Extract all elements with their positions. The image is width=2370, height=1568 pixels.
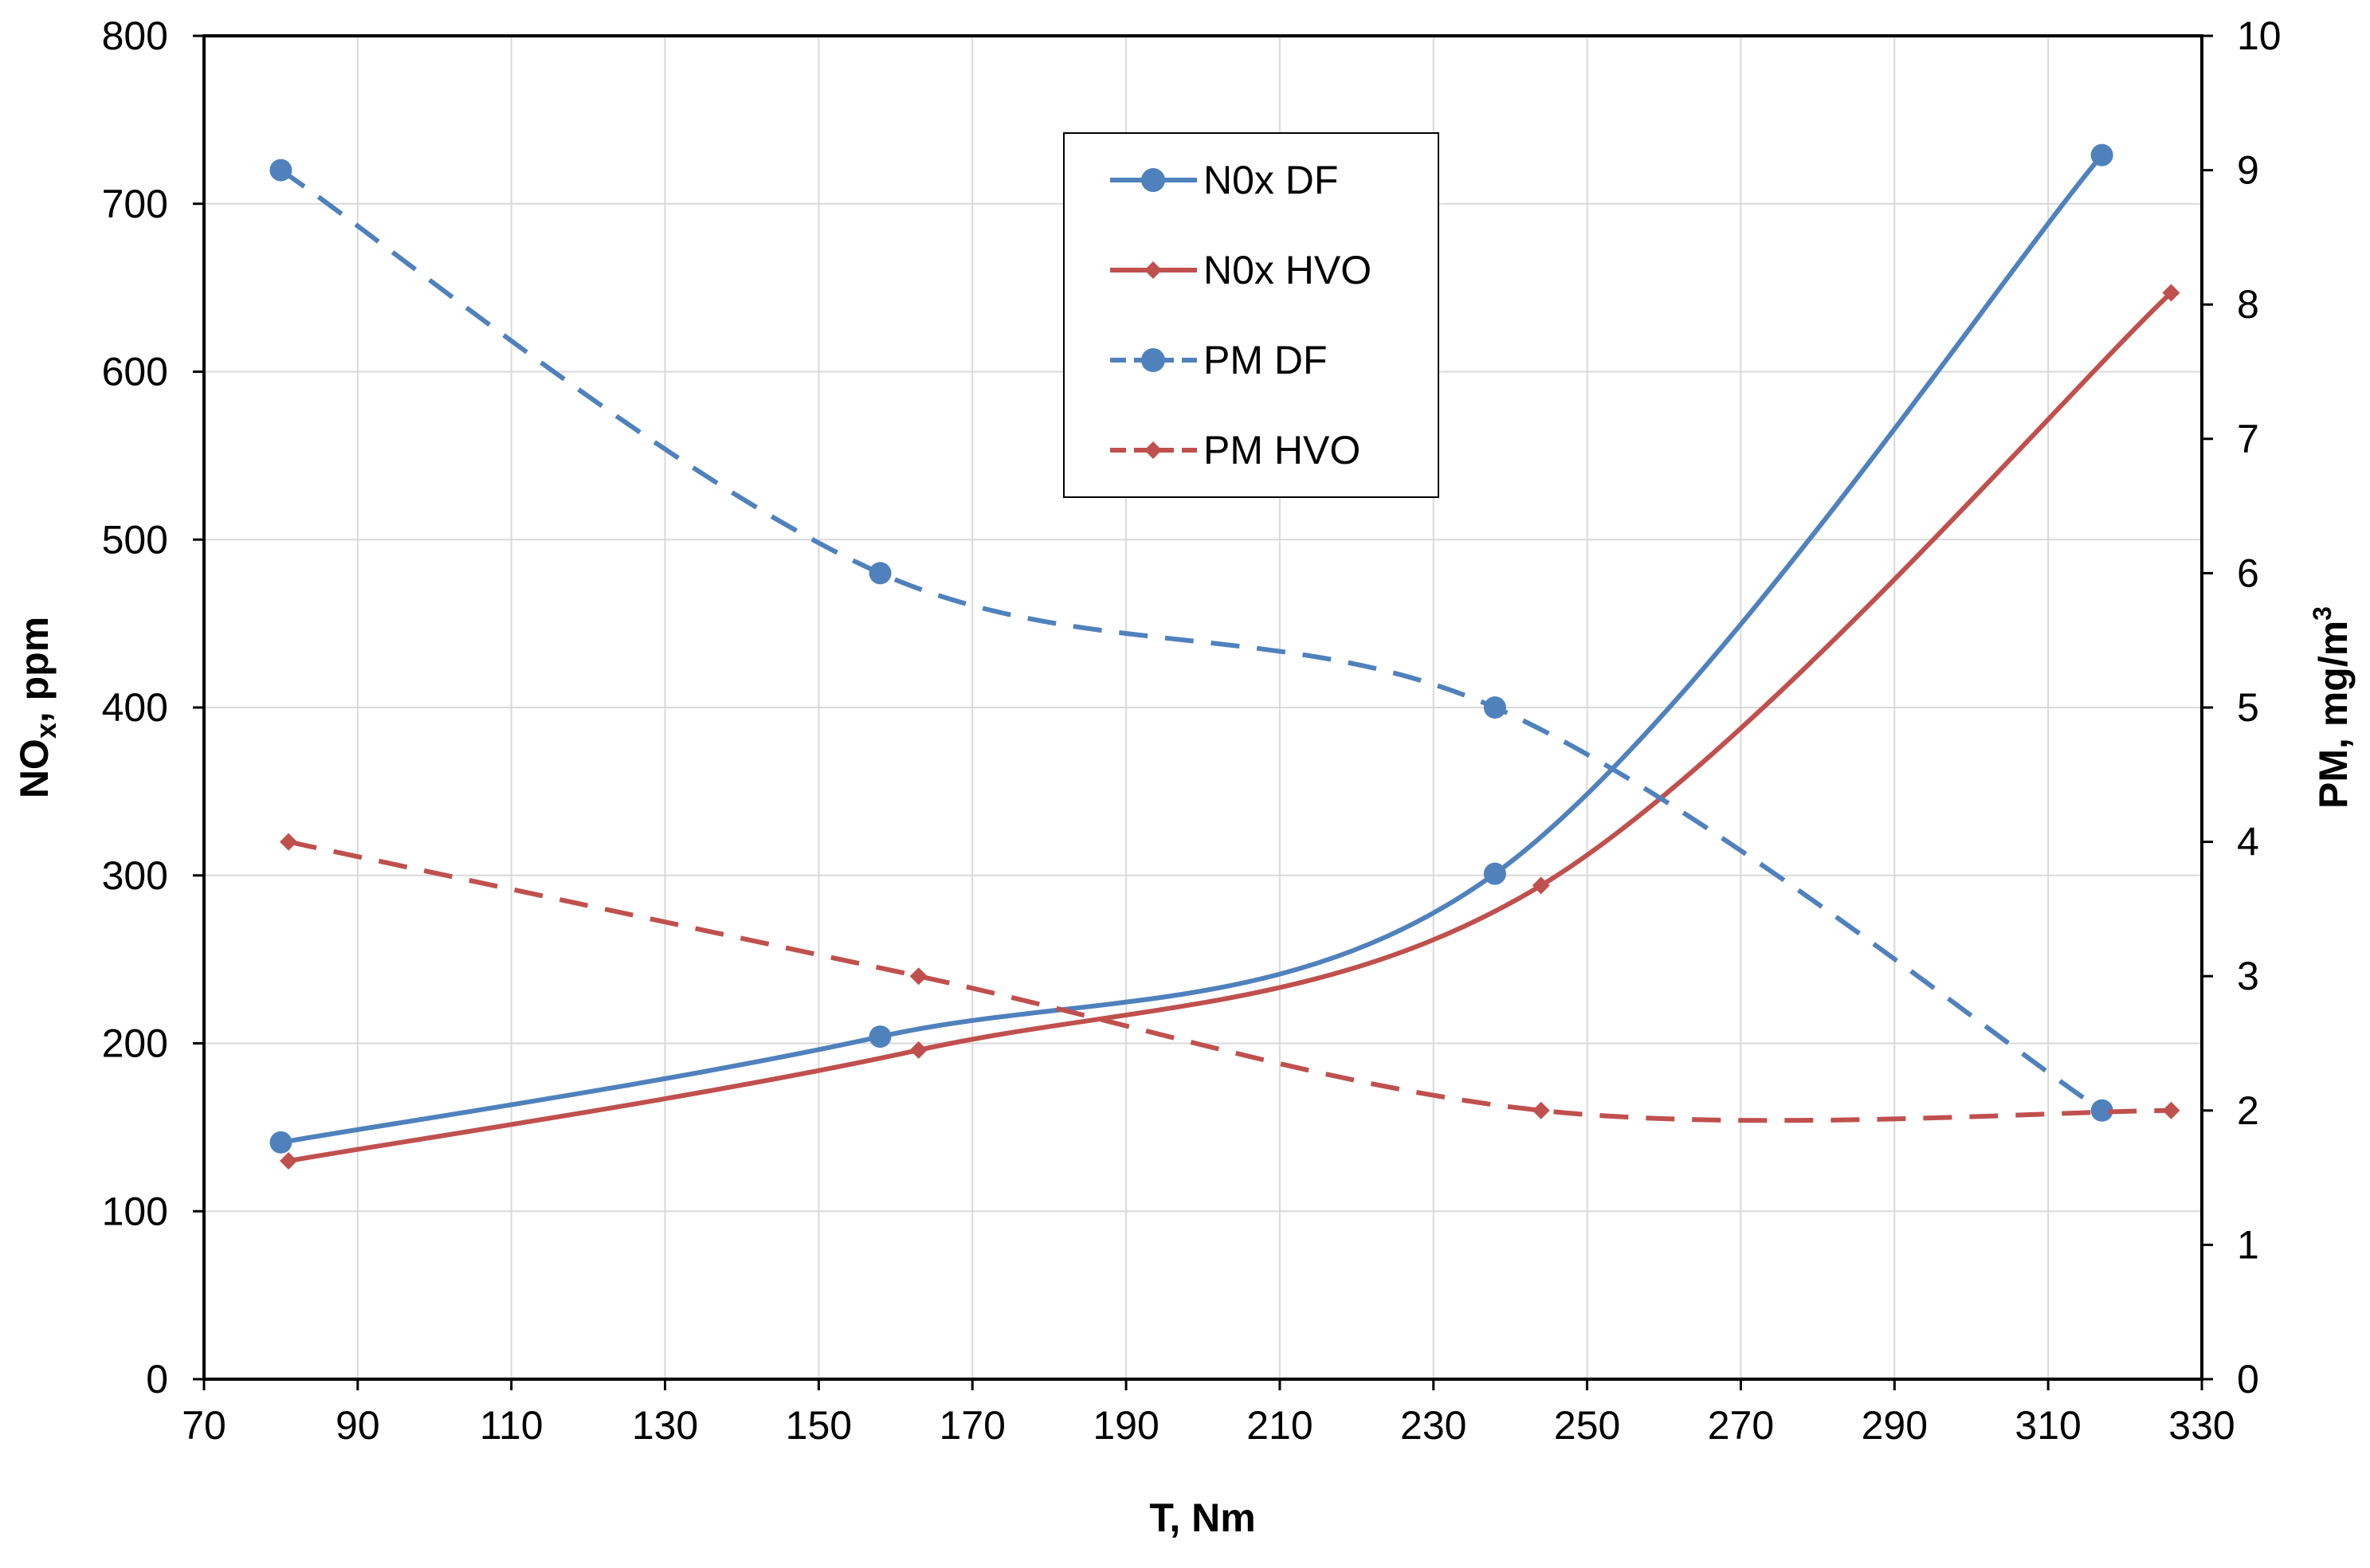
data-point-pm-hvo xyxy=(280,833,298,851)
legend-label: PM DF xyxy=(1203,338,1328,382)
y-left-tick-label: 200 xyxy=(102,1021,168,1066)
y-right-tick-label: 3 xyxy=(2237,954,2259,998)
data-point-n0x-df xyxy=(2090,143,2113,167)
legend-item-n0x-df: N0x DF xyxy=(1110,158,1338,202)
x-tick-label: 190 xyxy=(1093,1403,1159,1448)
y-left-tick-label: 400 xyxy=(102,685,168,730)
y-right-tick-label: 1 xyxy=(2237,1222,2259,1267)
y-right-tick-label: 4 xyxy=(2237,820,2259,864)
series-line-n0x-df xyxy=(280,153,2104,1145)
x-tick-label: 270 xyxy=(1708,1403,1774,1448)
series-pm-df xyxy=(269,159,2113,1122)
y-right-tick-label: 6 xyxy=(2237,551,2259,595)
legend-label: PM HVO xyxy=(1203,428,1360,472)
series-line-pm-hvo xyxy=(288,839,2172,1123)
data-point-n0x-hvo xyxy=(280,1152,298,1170)
x-tick-label: 170 xyxy=(940,1403,1006,1448)
axes: 70 90 110 130 150 170 190 210 230 250 270 290 310 330… xyxy=(102,14,2282,1448)
series-line-n0x-hvo xyxy=(288,291,2173,1163)
x-axis-title: T, Nm xyxy=(1149,1495,1255,1540)
data-point-n0x-hvo xyxy=(1532,876,1550,895)
data-point-pm-hvo xyxy=(1532,1101,1550,1119)
y-right-tick-label: 9 xyxy=(2237,148,2259,193)
data-point-n0x-df xyxy=(1483,862,1506,885)
series-n0x-df xyxy=(269,143,2113,1154)
series-pm-hvo xyxy=(280,833,2180,1123)
legend-box xyxy=(1063,132,1439,498)
legend-swatch-marker xyxy=(1144,441,1162,459)
legend-item-pm-df: PM DF xyxy=(1110,338,1328,382)
series-n0x-hvo xyxy=(280,284,2180,1170)
y-left-tick-label: 500 xyxy=(102,517,168,562)
x-tick-label: 230 xyxy=(1400,1403,1466,1448)
data-point-pm-df xyxy=(2090,1099,2113,1122)
y-left-tick-label: 600 xyxy=(102,350,168,394)
data-point-pm-hvo xyxy=(909,967,928,986)
series xyxy=(269,143,2180,1170)
data-point-pm-df xyxy=(269,159,292,182)
y-left-tick-label: 0 xyxy=(146,1357,168,1401)
x-tick-label: 250 xyxy=(1554,1403,1620,1448)
legend-label: N0x DF xyxy=(1203,158,1338,202)
y-axis-left-title: NOx, ppm xyxy=(12,617,62,798)
legend-swatch-marker xyxy=(1141,168,1165,192)
data-point-n0x-df xyxy=(269,1131,292,1154)
x-tick-label: 150 xyxy=(786,1403,852,1448)
x-tick-label: 130 xyxy=(632,1403,698,1448)
legend-swatch-marker xyxy=(1141,348,1165,372)
data-point-pm-hvo xyxy=(2162,1101,2180,1119)
y-left-tick-label: 800 xyxy=(102,14,168,58)
y-right-tick-label: 10 xyxy=(2237,14,2282,58)
x-tick-label: 70 xyxy=(182,1403,226,1448)
x-tick-label: 330 xyxy=(2168,1403,2235,1448)
y-right-tick-label: 5 xyxy=(2237,685,2259,730)
data-point-n0x-hvo xyxy=(909,1041,928,1059)
data-point-pm-df xyxy=(869,562,892,585)
legend: N0x DF N0x HVO PM DF PM HVO xyxy=(1063,132,1439,498)
x-tick-label: 90 xyxy=(335,1403,380,1448)
y-left-tick-label: 700 xyxy=(102,182,168,226)
legend-swatch-marker xyxy=(1144,261,1162,279)
series-line-pm-df xyxy=(279,168,2104,1113)
y-left-tick-label: 300 xyxy=(102,853,168,898)
data-point-n0x-df xyxy=(869,1025,892,1049)
legend-label: N0x HVO xyxy=(1203,248,1371,292)
y-axis-right-title: PM, mg/m3 xyxy=(2308,606,2356,809)
legend-item-n0x-hvo: N0x HVO xyxy=(1110,248,1371,292)
legend-item-pm-hvo: PM HVO xyxy=(1110,428,1360,472)
data-point-n0x-hvo xyxy=(2162,284,2180,302)
x-tick-label: 290 xyxy=(1862,1403,1928,1448)
y-left-tick-label: 100 xyxy=(102,1189,168,1233)
y-right-tick-label: 7 xyxy=(2237,417,2259,461)
x-tick-label: 210 xyxy=(1246,1403,1313,1448)
x-tick-label: 310 xyxy=(2015,1403,2081,1448)
x-tick-label: 110 xyxy=(480,1403,543,1448)
data-point-pm-df xyxy=(1483,696,1506,719)
y-right-tick-label: 8 xyxy=(2237,282,2259,327)
y-right-tick-label: 2 xyxy=(2237,1088,2259,1133)
y-right-tick-label: 0 xyxy=(2237,1357,2259,1401)
